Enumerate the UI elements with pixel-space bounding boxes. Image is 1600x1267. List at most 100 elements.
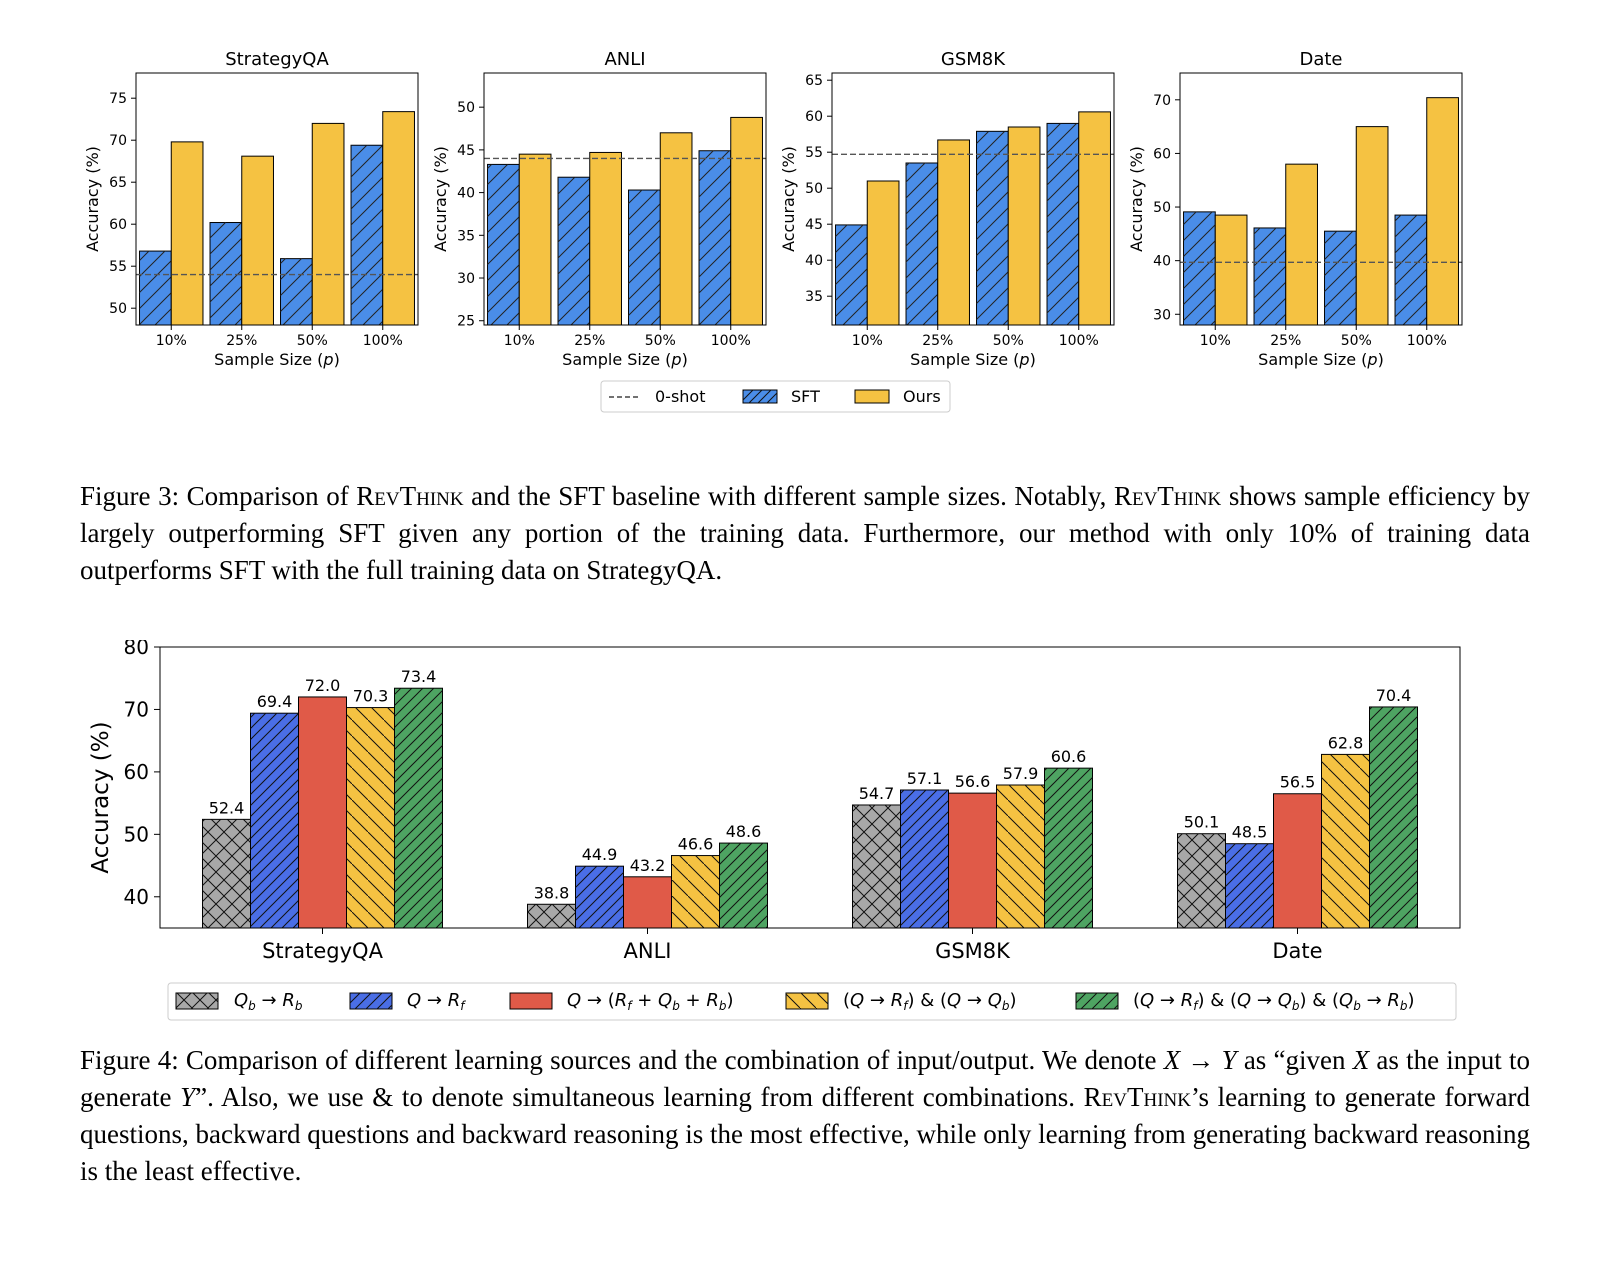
fig3-caption-part3: shows sample efficiency by largely outpe… (80, 481, 1530, 585)
fig3-ytick-label: 65 (805, 73, 823, 89)
legend-two-task: (Q → Rf) & (Q → Qb) (843, 990, 1017, 1013)
fig3-panel-3: 10% 25% 50% 100% 30 40 50 60 70 Date Sample Size (… (1127, 49, 1463, 369)
fig3-ytick-label: 55 (805, 145, 823, 161)
fig3-bar-ours (1078, 111, 1111, 326)
fig4-caption-arrow: → (1180, 1045, 1222, 1075)
fig3-bar-sft-hatch (139, 251, 172, 325)
fig3-panel-0: 10% 25% 50% 100% 50 55 60 65 70 75 StrategyQA Sampl… (83, 49, 419, 369)
fig4-data-label: 70.4 (1376, 686, 1412, 705)
fig3-ylabel: Accuracy (%) (1127, 146, 1146, 252)
fig4-data-label: 56.5 (1280, 773, 1316, 792)
fig3-ytick-label: 30 (1153, 307, 1171, 323)
fig3-bar-ours (730, 116, 763, 326)
fig4-data-label: 54.7 (859, 784, 895, 803)
fig3-ytick-label: 40 (1153, 254, 1171, 270)
fig4-data-label: 48.6 (726, 822, 762, 841)
fig4-bar (623, 876, 672, 929)
legend-three-task: (Q → Rf) & (Q → Qb) & (Qb → Rb) (1133, 990, 1415, 1013)
fig4-caption-y1: Y (1221, 1045, 1237, 1075)
fig4-caption-part4: ”. Also, we use & to denote simultaneous… (195, 1082, 1084, 1112)
fig4-chart: 52.4 69.4 72.0 70.3 73.4 StrategyQA 38.8 44.9 43… (88, 640, 1461, 963)
fig4-bar-hatch (1321, 754, 1370, 928)
fig4-data-label: 43.2 (630, 856, 666, 875)
fig3-xtick-label: 100% (711, 333, 751, 349)
fig3-ytick-label: 30 (457, 271, 475, 287)
fig4-data-label: 56.6 (955, 772, 991, 791)
fig3-panel-1: 10% 25% 50% 100% 25 30 35 40 45 50 ANLI Sample Size… (431, 49, 767, 369)
fig3-bar-sft-hatch (628, 190, 661, 325)
fig4-data-label: 57.9 (1003, 764, 1039, 783)
figure-4: 52.4 69.4 72.0 70.3 73.4 StrategyQA 38.8 44.9 43… (88, 640, 1461, 1021)
fig3-bar-sft-hatch (1047, 123, 1079, 326)
fig3-xtick-label: 50% (993, 333, 1024, 349)
fig4-bar-hatch (1369, 706, 1418, 928)
fig4-legend: Qb → Rb Q → Rf Q → (Rf + Qb + Rb) (Q → R… (167, 982, 1457, 1021)
fig4-data-label: 46.6 (678, 835, 714, 854)
fig3-ytick-label: 55 (109, 259, 127, 275)
fig4-data-label: 48.5 (1232, 823, 1268, 842)
fig3-legend-ours: Ours (903, 387, 941, 406)
fig4-ytick-label: 60 (124, 760, 149, 784)
q-rf-swatch-hatch-icon (350, 993, 392, 1009)
fig4-data-label: 52.4 (209, 798, 245, 817)
fig4-caption-part2: as “given (1236, 1045, 1353, 1075)
fig3-xtick-label: 100% (363, 333, 403, 349)
fig3-xtick-label: 25% (1270, 333, 1301, 349)
fig3-panel-title: Date (1299, 49, 1342, 70)
fig4-bar (948, 792, 997, 929)
fig3-bar-ours (866, 180, 900, 326)
fig3-bar-ours (382, 111, 415, 326)
fig3-ytick-label: 60 (1153, 146, 1171, 162)
fig4-data-label: 62.8 (1328, 733, 1364, 752)
figure-3: 10% 25% 50% 100% 50 55 60 65 70 75 StrategyQA Sampl… (83, 49, 1463, 413)
fig4-xtick-label: StrategyQA (262, 939, 384, 963)
fig4-bar-hatch (346, 707, 395, 928)
sft-swatch-hatch-icon (743, 390, 777, 403)
fig3-ytick-label: 50 (457, 100, 475, 116)
fig4-caption-prefix: Figure 4: Comparison of different learni… (80, 1045, 1164, 1075)
fig4-caption-x2: X (1352, 1045, 1370, 1075)
fig3-ytick-label: 65 (109, 175, 127, 191)
fig3-bar-sft-hatch (1324, 231, 1357, 325)
fig4-bar-hatch (1225, 843, 1274, 928)
fig3-bar-ours (937, 139, 970, 326)
fig3-ytick-label: 75 (109, 91, 127, 107)
fig3-ytick-label: 35 (805, 289, 823, 305)
fig3-xlabel: Sample Size (p) (214, 350, 340, 369)
fig4-xtick-label: ANLI (624, 939, 672, 963)
fig3-bar-sft-hatch (1183, 211, 1216, 325)
fig4-data-label: 38.8 (534, 883, 570, 902)
fig4-data-label: 73.4 (401, 667, 437, 686)
fig3-xtick-label: 10% (504, 333, 535, 349)
fig3-bar-ours (518, 153, 552, 326)
fig3-ytick-label: 40 (457, 186, 475, 202)
fig3-ytick-label: 60 (109, 217, 127, 233)
qb-rb-swatch-hatch-icon (176, 993, 218, 1009)
fig3-xtick-label: 10% (156, 333, 187, 349)
fig4-data-label: 72.0 (305, 676, 341, 695)
fig4-data-label: 57.1 (907, 769, 943, 788)
q-combo-swatch-icon (509, 992, 553, 1010)
fig4-bar-hatch (996, 785, 1045, 928)
fig4-caption-part3: as the input to generate (80, 1045, 1530, 1112)
fig3-bar-ours (241, 155, 274, 326)
fig3-bar-ours (659, 132, 693, 326)
fig3-caption-part2: and the SFT baseline with different samp… (463, 481, 1114, 511)
fig4-ylabel: Accuracy (%) (88, 721, 114, 873)
fig3-bar-sft-hatch (1395, 215, 1427, 325)
figure-4-caption: Figure 4: Comparison of different learni… (80, 1042, 1530, 1190)
fig4-bar-hatch (250, 713, 299, 928)
fig3-ytick-label: 35 (457, 228, 475, 244)
fig3-panel-2: 10% 25% 50% 100% 35 40 45 50 55 60 65 GSM8K Sample S… (779, 49, 1115, 369)
fig3-ytick-label: 70 (109, 133, 127, 149)
fig4-ytick-label: 70 (124, 697, 149, 721)
fig4-data-label: 60.6 (1051, 747, 1087, 766)
fig3-axes-frame (831, 72, 1115, 326)
fig3-xtick-label: 10% (852, 333, 883, 349)
fig3-ylabel: Accuracy (%) (431, 146, 450, 252)
fig3-xtick-label: 50% (645, 333, 676, 349)
fig3-caption-method-2: RevThink (1113, 481, 1222, 511)
fig3-legend-0shot: 0-shot (655, 387, 706, 406)
fig4-bar-hatch (1177, 833, 1226, 928)
fig3-xtick-label: 10% (1200, 333, 1231, 349)
